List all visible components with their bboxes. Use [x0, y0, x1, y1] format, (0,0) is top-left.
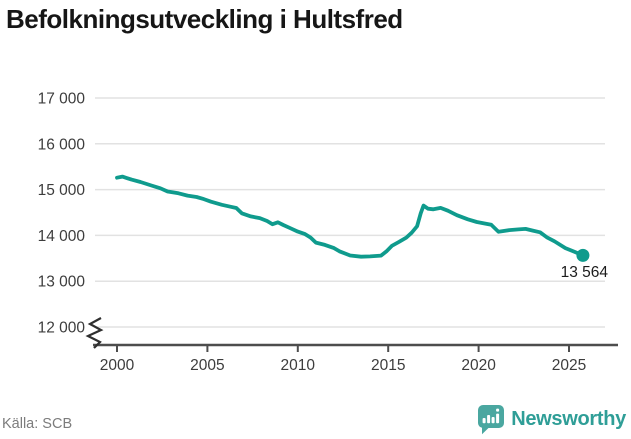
axis-break-icon — [85, 317, 104, 349]
y-tick-label: 13 000 — [38, 274, 86, 291]
y-tick-label: 15 000 — [38, 182, 86, 199]
x-tick-label: 2005 — [190, 357, 224, 374]
y-tick-label: 16 000 — [38, 136, 86, 153]
x-tick-label: 2000 — [100, 357, 135, 374]
x-tick-label: 2020 — [461, 357, 496, 374]
y-tick-label: 17 000 — [38, 91, 86, 108]
y-tick-label: 12 000 — [38, 320, 86, 337]
y-tick-label: 14 000 — [38, 228, 86, 245]
x-tick-label: 2015 — [371, 357, 405, 374]
page-title: Befolkningsutveckling i Hultsfred — [6, 4, 403, 34]
population-line — [115, 174, 585, 259]
x-tick-label: 2025 — [552, 357, 586, 374]
x-tick-label: 2010 — [281, 357, 316, 374]
source-label: Källa: SCB — [2, 416, 73, 432]
end-value-label: 13 564 — [561, 264, 609, 281]
newsworthy-wordmark: Newsworthy — [511, 408, 626, 430]
newsworthy-logo[interactable]: Newsworthy — [477, 404, 626, 435]
end-point-marker — [576, 248, 590, 262]
newsworthy-bubble-chart-icon — [478, 405, 505, 435]
